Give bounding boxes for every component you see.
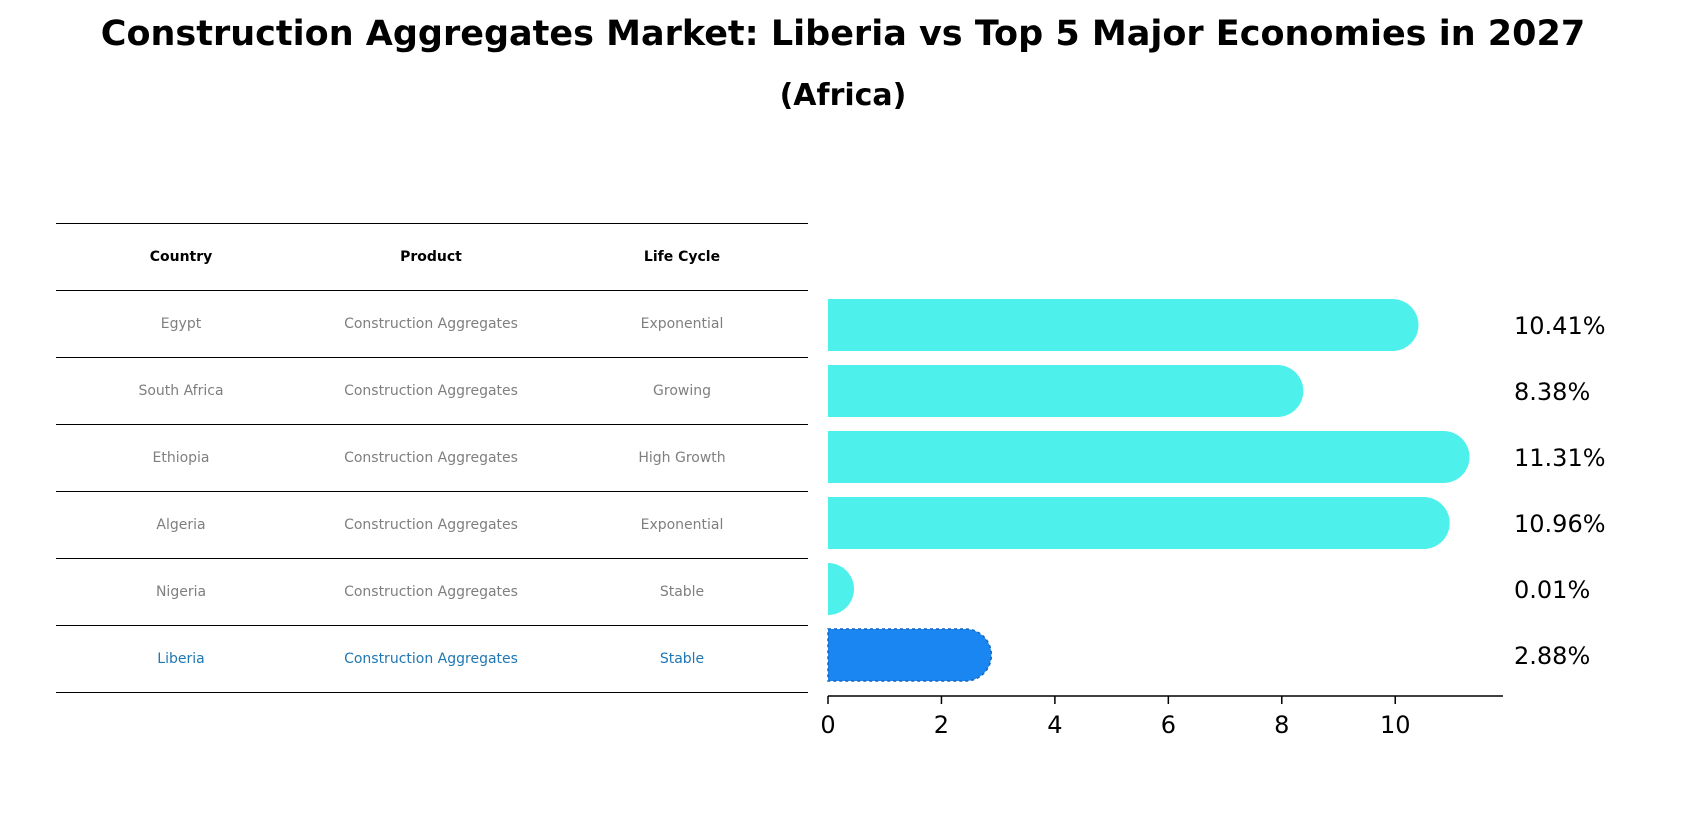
data-table: Country Product Life Cycle Egypt Constru… <box>56 223 808 693</box>
bar-value-label: 0.01% <box>1514 576 1590 604</box>
cell-country: Nigeria <box>56 558 306 626</box>
bar-algeria <box>828 497 1450 549</box>
cell-life-cycle: Exponential <box>556 491 808 559</box>
bar-south-africa <box>828 365 1304 417</box>
header-country: Country <box>56 223 306 291</box>
table-row: South Africa Construction Aggregates Gro… <box>56 357 808 425</box>
bar-egypt <box>828 299 1419 351</box>
cell-product: Construction Aggregates <box>306 491 556 559</box>
cell-product: Construction Aggregates <box>306 625 556 693</box>
cell-product: Construction Aggregates <box>306 424 556 492</box>
cell-product: Construction Aggregates <box>306 357 556 425</box>
cell-country: Liberia <box>56 625 306 693</box>
cell-product: Construction Aggregates <box>306 290 556 358</box>
cell-country: Ethiopia <box>56 424 306 492</box>
cell-life-cycle: Stable <box>556 625 808 693</box>
table-row-highlighted: Liberia Construction Aggregates Stable <box>56 625 808 693</box>
bar-value-label: 8.38% <box>1514 378 1590 406</box>
x-tick-label: 10 <box>1380 711 1411 739</box>
cell-life-cycle: Stable <box>556 558 808 626</box>
table-header-row: Country Product Life Cycle <box>56 223 808 291</box>
cell-life-cycle: Growing <box>556 357 808 425</box>
bar-value-label: 11.31% <box>1514 444 1606 472</box>
bar-nigeria <box>828 563 854 615</box>
x-tick-label: 8 <box>1274 711 1289 739</box>
bar-value-label: 10.96% <box>1514 510 1606 538</box>
bar-ethiopia <box>828 431 1470 483</box>
bar-liberia <box>827 628 993 682</box>
header-life-cycle: Life Cycle <box>556 223 808 291</box>
chart-subtitle: (Africa) <box>779 78 907 113</box>
cell-country: Algeria <box>56 491 306 559</box>
x-tick-label: 2 <box>934 711 949 739</box>
cell-life-cycle: High Growth <box>556 424 808 492</box>
x-tick-label: 0 <box>820 711 835 739</box>
x-tick-label: 6 <box>1161 711 1176 739</box>
cell-country: South Africa <box>56 357 306 425</box>
table-row: Ethiopia Construction Aggregates High Gr… <box>56 424 808 492</box>
x-tick-label: 4 <box>1047 711 1062 739</box>
table-row: Algeria Construction Aggregates Exponent… <box>56 491 808 559</box>
bar-value-label: 2.88% <box>1514 642 1590 670</box>
table-row: Nigeria Construction Aggregates Stable <box>56 558 808 626</box>
bar-value-label: 10.41% <box>1514 312 1606 340</box>
chart-title: Construction Aggregates Market: Liberia … <box>100 14 1586 54</box>
table-row: Egypt Construction Aggregates Exponentia… <box>56 290 808 358</box>
cell-country: Egypt <box>56 290 306 358</box>
cell-life-cycle: Exponential <box>556 290 808 358</box>
header-product: Product <box>306 223 556 291</box>
